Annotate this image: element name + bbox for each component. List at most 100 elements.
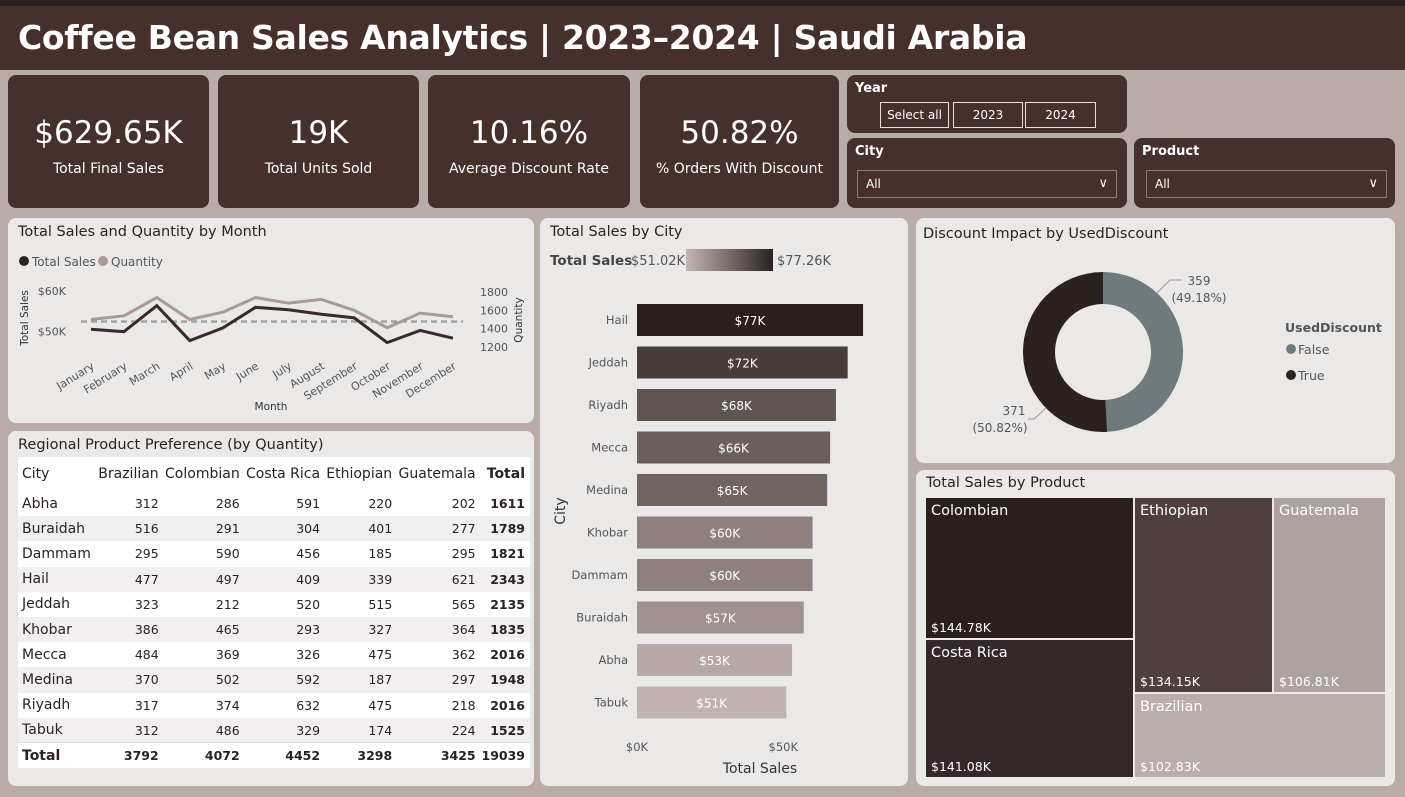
year-option-select-all[interactable]: Select all	[880, 102, 949, 128]
table-row[interactable]: Tabuk 312 486 329 174 224 1525	[18, 717, 530, 743]
treemap-tile-brazilian[interactable]: Brazilian $102.83K	[1135, 694, 1385, 777]
quantity-series-line[interactable]	[90, 295, 454, 330]
treemap-tile-guatemala[interactable]: Guatemala $106.81K	[1274, 498, 1385, 692]
quantity-cell: 286	[163, 491, 245, 517]
city-bar[interactable]	[637, 559, 813, 591]
table-row[interactable]: Hail 477 497 409 339 621 2343	[18, 566, 530, 592]
city-cell: Riyadh	[18, 692, 98, 718]
city-bar[interactable]	[637, 516, 813, 549]
quantity-cell: 456	[244, 541, 326, 567]
table-title: Regional Product Preference (by Quantity…	[18, 437, 324, 453]
donut-slice-true[interactable]	[1022, 272, 1108, 432]
line-chart-svg: Total Sales Quantity $50K $60K 1200 1400 160…	[19, 255, 525, 413]
column-header[interactable]: Brazilian	[98, 466, 159, 482]
total-row-cell: 4452	[244, 742, 326, 769]
year-option-2023[interactable]: 2023	[953, 102, 1023, 128]
y-tick-label: $60K	[38, 285, 67, 298]
city-bar[interactable]	[637, 686, 787, 719]
donut-slice-false[interactable]	[1103, 272, 1183, 432]
total-sales-series-line[interactable]	[90, 303, 454, 345]
treemap-tile-name: Costa Rica	[931, 645, 1008, 661]
quantity-cell: 502	[163, 667, 245, 693]
table-row[interactable]: Jeddah 323 212 520 515 565 2135	[18, 591, 530, 617]
donut-svg: 359 (49.18%) 371 (50.82%) UsedDiscount F…	[972, 272, 1382, 435]
quantity-cell: 304	[244, 516, 326, 542]
donut-legend-title: UsedDiscount	[1285, 320, 1382, 335]
treemap-title: Total Sales by Product	[926, 475, 1086, 491]
y2-tick-label: 1600	[480, 304, 508, 317]
city-bar[interactable]	[637, 389, 836, 421]
city-tick-label: Abha	[598, 653, 628, 667]
total-cell: 2343	[480, 566, 530, 592]
treemap-tile-name: Guatemala	[1279, 503, 1359, 519]
kpi-card-orders-with-discount[interactable]: 50.82% % Orders With Discount	[640, 75, 839, 208]
column-header[interactable]: Ethiopian	[326, 466, 393, 482]
kpi-card-total-units-sold[interactable]: 19K Total Units Sold	[218, 75, 419, 208]
city-tick-label: Medina	[586, 483, 628, 497]
city-bar[interactable]	[637, 644, 793, 676]
bar-plot-area: Hail $77K Jeddah $72K Riyadh $68K Mecca $66K Med…	[571, 304, 864, 754]
kpi-card-average-discount-rate[interactable]: 10.16% Average Discount Rate	[428, 75, 630, 208]
product-dropdown[interactable]: All ∨	[1146, 170, 1387, 198]
city-cell: Buraidah	[18, 516, 98, 542]
treemap-tile-colombian[interactable]: Colombian $144.78K	[926, 498, 1133, 638]
x-tick-label: $0K	[626, 740, 649, 754]
kpi-value: 19K	[288, 115, 349, 151]
bar-data-label: $72K	[727, 357, 759, 371]
table-row[interactable]: Buraidah 516 291 304 401 277 1789	[18, 516, 530, 542]
quantity-cell: 621	[397, 566, 481, 592]
data-label-false-count: 359	[1188, 274, 1211, 288]
legend-quantity-label: Quantity	[111, 255, 163, 269]
bar-data-label: $53K	[699, 654, 731, 668]
product-slicer-title: Product	[1142, 144, 1200, 159]
quantity-cell: 220	[325, 491, 398, 517]
table-row[interactable]: Mecca 484 369 326 475 362 2016	[18, 642, 530, 668]
column-header[interactable]: Guatemala	[398, 466, 476, 482]
treemap-tile-name: Ethiopian	[1140, 503, 1209, 519]
quantity-cell: 295	[397, 541, 481, 567]
quantity-cell: 329	[244, 717, 326, 743]
treemap-tile-name: Brazilian	[1140, 699, 1203, 715]
city-bar[interactable]	[637, 431, 831, 464]
column-header[interactable]: Total	[486, 466, 525, 482]
x-tick-label: May	[202, 359, 229, 382]
total-cell: 1948	[480, 667, 530, 693]
city-dropdown[interactable]: All ∨	[857, 170, 1117, 198]
bar-data-label: $77K	[735, 314, 767, 328]
treemap-tile-ethiopian[interactable]: Ethiopian $134.15K	[1135, 498, 1272, 692]
city-tick-label: Hail	[606, 313, 628, 327]
line-plot-area: $50K$60K1200140016001800JanuaryFebruaryM…	[38, 285, 508, 403]
city-bar[interactable]	[637, 346, 848, 379]
city-bar[interactable]	[637, 474, 828, 506]
column-header[interactable]: Colombian	[165, 466, 240, 482]
table-header-row: City Brazilian Colombian Costa Rica Ethi…	[18, 457, 530, 491]
kpi-value: $629.65K	[34, 115, 183, 151]
table-row[interactable]: Abha 312 286 591 220 202 1611	[18, 491, 530, 517]
gradient-legend-max: $77.26K	[777, 254, 831, 269]
table-row[interactable]: Khobar 386 465 293 327 364 1835	[18, 616, 530, 643]
table-row[interactable]: Riyadh 317 374 632 475 218 2016	[18, 692, 530, 718]
treemap-tile-value: $134.15K	[1140, 674, 1200, 689]
quantity-cell: 515	[325, 591, 398, 617]
city-bar[interactable]	[637, 601, 804, 634]
kpi-value: 50.82%	[680, 115, 799, 151]
regional-preference-table: City Brazilian Colombian Costa Rica Ethi…	[18, 457, 530, 769]
kpi-card-total-final-sales[interactable]: $629.65K Total Final Sales	[8, 75, 209, 208]
table-row[interactable]: Dammam 295 590 456 185 295 1821	[18, 541, 530, 567]
legend-true-marker	[1286, 370, 1296, 380]
quantity-cell: 312	[97, 717, 164, 743]
column-header[interactable]: City	[22, 466, 50, 482]
table-row[interactable]: Medina 370 502 592 187 297 1948	[18, 667, 530, 693]
city-tick-label: Riyadh	[588, 398, 628, 412]
column-header[interactable]: Costa Rica	[246, 466, 321, 482]
kpi-label: % Orders With Discount	[656, 161, 823, 177]
quantity-cell: 374	[163, 692, 245, 718]
year-option-2024[interactable]: 2024	[1025, 102, 1096, 128]
city-bar[interactable]	[637, 304, 864, 336]
year-slicer-title: Year	[855, 81, 888, 96]
x-tick-label: March	[127, 360, 162, 389]
treemap-tile-costa-rica[interactable]: Costa Rica $141.08K	[926, 640, 1133, 777]
treemap-tile-value: $141.08K	[931, 759, 991, 774]
city-tick-label: Dammam	[571, 568, 628, 582]
gradient-legend-label: Total Sales	[550, 253, 632, 269]
